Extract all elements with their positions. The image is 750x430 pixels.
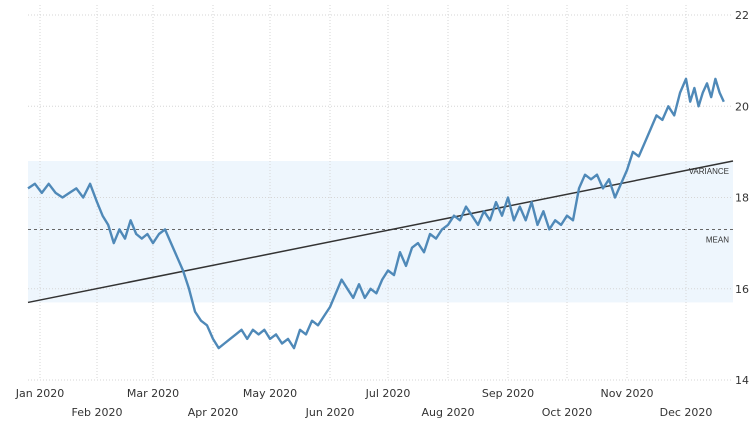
x-tick-label-9: Oct 2020 (542, 406, 593, 419)
x-tick-label-4: May 2020 (243, 387, 297, 400)
x-tick-label-6: Jul 2020 (365, 387, 411, 400)
variance-label: VARIANCE (689, 167, 729, 176)
x-tick-label-10: Nov 2020 (601, 387, 654, 400)
x-axis-labels: Jan 2020 Feb 2020 Mar 2020 Apr 2020 May 2020… (15, 387, 713, 419)
x-tick-label-1: Feb 2020 (72, 406, 123, 419)
series-line (27, 77, 725, 350)
x-tick-label-8: Sep 2020 (482, 387, 534, 400)
y-tick-label-1: 16 (735, 283, 749, 296)
y-tick-label-2: 18 (735, 192, 749, 205)
y-axis-labels: 14 16 18 20 22 (735, 9, 749, 387)
x-tick-label-11: Dec 2020 (660, 406, 713, 419)
y-tick-label-4: 22 (735, 9, 749, 22)
mean-label: MEAN (706, 235, 729, 244)
x-tick-label-7: Aug 2020 (422, 406, 475, 419)
trend-line (27, 160, 734, 304)
x-tick-label-5: Jun 2020 (305, 406, 355, 419)
x-tick-label-0: Jan 2020 (15, 387, 64, 400)
y-tick-label-0: 14 (735, 374, 749, 387)
x-tick-label-3: Apr 2020 (188, 406, 239, 419)
y-tick-label-3: 20 (735, 100, 749, 113)
x-tick-label-2: Mar 2020 (127, 387, 179, 400)
